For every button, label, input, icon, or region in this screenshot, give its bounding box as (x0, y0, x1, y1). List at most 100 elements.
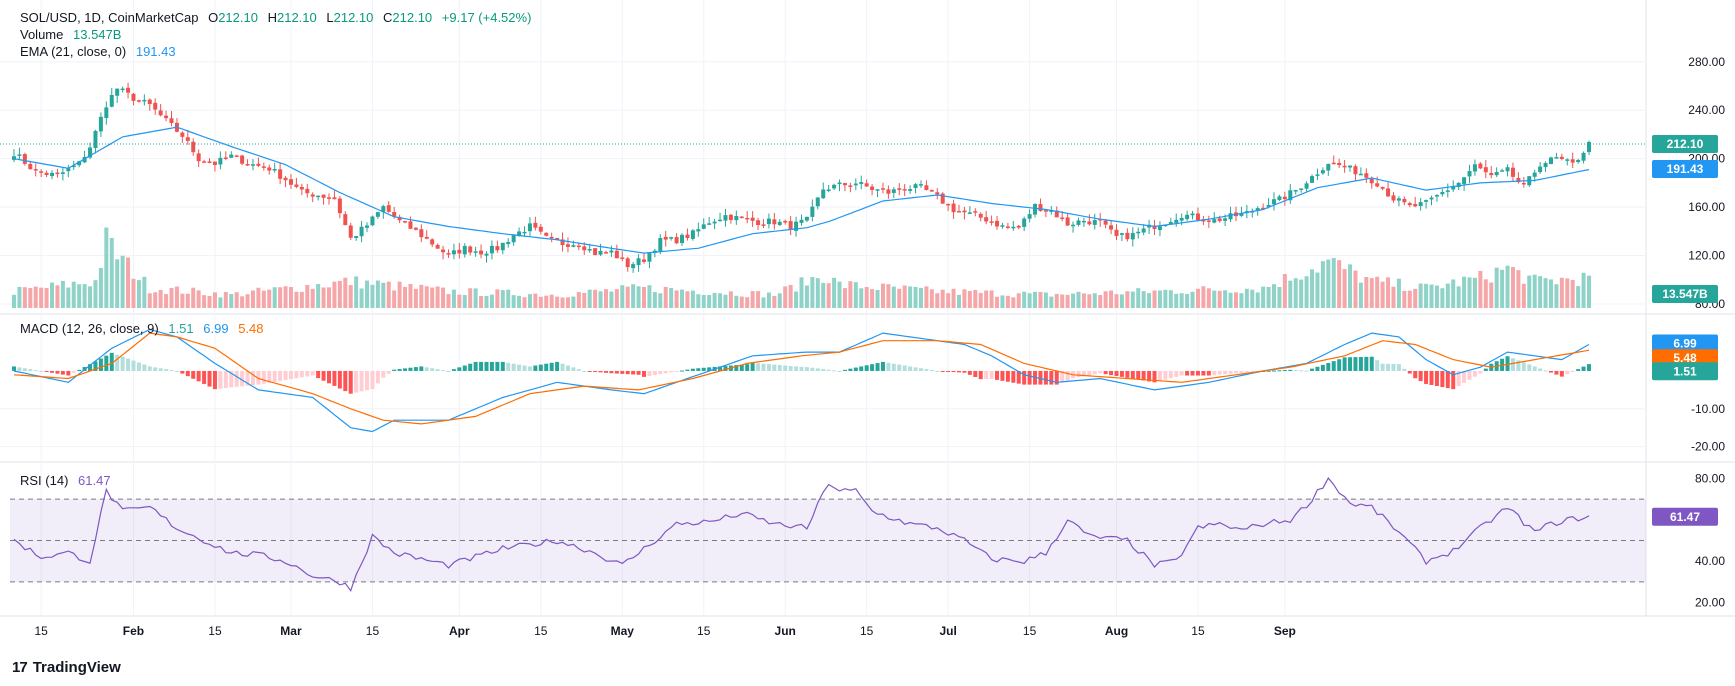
macd-line (13, 328, 1590, 433)
macd-histogram-bar (1358, 356, 1363, 371)
candle-body (1130, 233, 1135, 240)
volume-bar (1462, 276, 1467, 308)
volume-bar (1434, 285, 1439, 308)
candle-body (674, 237, 679, 244)
candle-body (832, 184, 837, 189)
volume-bar (1114, 294, 1119, 308)
candle-body (631, 264, 636, 269)
macd-histogram-bar (652, 370, 657, 376)
candle-body (1462, 177, 1467, 184)
macd-histogram-bar (506, 362, 511, 371)
macd-histogram-bar (587, 370, 592, 372)
macd-histogram-bar (93, 361, 98, 371)
macd-histogram-bar (1320, 364, 1325, 371)
macd-histogram-bar (957, 370, 961, 373)
macd-histogram-bar (397, 369, 402, 371)
volume-bar (229, 294, 234, 308)
candle-body (44, 172, 49, 176)
candle-body (1424, 200, 1429, 202)
candle-body (495, 246, 500, 251)
candle-body (522, 231, 527, 234)
candle-body (669, 237, 674, 239)
volume-bar (71, 281, 76, 308)
macd-histogram-bar (365, 370, 370, 391)
macd-histogram-bar (1087, 370, 1092, 376)
candle-body (821, 189, 826, 199)
volume-bar (180, 293, 185, 308)
time-tick-label: 15 (1191, 624, 1205, 638)
volume-value: 13.547B (73, 27, 122, 42)
candle-body (1103, 220, 1108, 225)
macd-histogram-bar (690, 368, 695, 371)
candle-body (1266, 205, 1271, 207)
candle-body (1440, 192, 1445, 195)
volume-bar (642, 286, 646, 308)
rsi-tick-label: 40.00 (1695, 554, 1725, 568)
macd-histogram-bar (1565, 370, 1570, 375)
volume-bar (223, 292, 228, 308)
candle-body (1125, 232, 1130, 240)
volume-bar (745, 297, 750, 308)
volume-bar (522, 297, 527, 308)
volume-bar (500, 290, 505, 308)
volume-bar (375, 280, 380, 308)
candle-body (663, 236, 668, 240)
candle-body (701, 224, 706, 229)
candle-body (1043, 210, 1048, 212)
macd-histogram-bar (658, 370, 663, 375)
volume-bar (1033, 291, 1038, 308)
candle-body (978, 213, 983, 218)
candle-body (153, 102, 158, 110)
volume-legend: Volume 13.547B (20, 27, 121, 43)
candle-body (473, 251, 478, 253)
candle-body (712, 221, 717, 224)
macd-histogram-bar (489, 361, 494, 371)
volume-bar (495, 289, 500, 308)
candle-body (511, 235, 516, 243)
candle-body (348, 225, 353, 238)
volume-bar (1081, 293, 1086, 308)
candle-body (430, 239, 435, 245)
macd-histogram-bar (305, 370, 310, 377)
macd-histogram-bar (479, 361, 484, 371)
macd-histogram-bar (538, 364, 543, 371)
volume-bar (766, 292, 771, 308)
candle-body (1326, 163, 1331, 171)
macd-histogram-bar (1266, 370, 1271, 372)
volume-bar (17, 286, 22, 308)
volume-bar (718, 293, 723, 308)
candle-body (1375, 183, 1380, 187)
rsi-tick-label: 80.00 (1695, 471, 1725, 485)
macd-histogram-bar (77, 369, 82, 371)
volume-bar (66, 287, 71, 308)
candle-body (66, 168, 71, 172)
volume-bar (1125, 291, 1130, 308)
macd-histogram-bar (1065, 370, 1070, 381)
volume-bar (620, 285, 625, 308)
macd-histogram-bar (359, 370, 364, 392)
volume-bar (1331, 258, 1336, 308)
volume-bar (1163, 289, 1168, 308)
volume-bar (245, 294, 250, 308)
macd-histogram-bar (766, 364, 771, 371)
candle-body (766, 218, 771, 225)
macd-histogram-bar (457, 367, 462, 371)
candle-body (880, 188, 885, 190)
volume-bar (571, 296, 576, 308)
candle-body (859, 182, 864, 184)
macd-histogram-bar (1304, 370, 1309, 372)
volume-bar (995, 296, 1000, 308)
candle-body (1206, 220, 1211, 222)
time-tick-label: 15 (34, 624, 48, 638)
macd-histogram-bar (22, 368, 27, 371)
candle-body (310, 194, 315, 197)
candle-body (1217, 218, 1222, 222)
macd-histogram-bar (1353, 357, 1358, 371)
macd-histogram-bar (1342, 357, 1347, 371)
macd-histogram-bar (104, 355, 109, 371)
candle-body (240, 155, 245, 164)
volume-bar (1011, 297, 1016, 308)
candle-body (1532, 172, 1537, 177)
macd-histogram-bar (142, 364, 147, 371)
tradingview-brand[interactable]: 17 TradingView (12, 659, 121, 676)
